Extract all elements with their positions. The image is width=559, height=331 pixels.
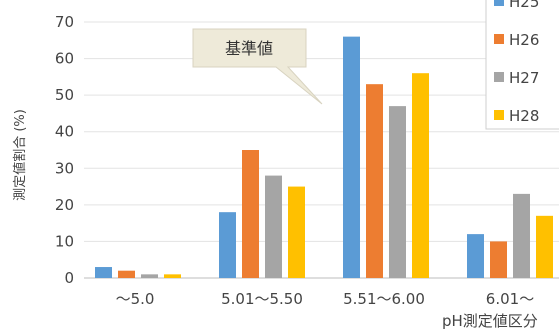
x-axis-label: pH測定値区分	[442, 312, 538, 330]
legend-swatch-h25	[494, 0, 504, 6]
bar-h28-0	[164, 274, 181, 278]
bars	[95, 36, 553, 279]
legend-label-h25: H25	[509, 0, 539, 11]
y-tick-label: 70	[55, 13, 74, 31]
y-tick-label: 20	[55, 196, 74, 214]
bar-h25-0	[95, 267, 112, 278]
bar-h25-3	[467, 234, 484, 278]
y-tick-label: 10	[55, 232, 74, 250]
callout-box	[192, 28, 323, 105]
legend-label-h27: H27	[509, 69, 539, 87]
bar-h28-1	[288, 186, 305, 278]
bar-h27-2	[389, 106, 406, 278]
legend-box	[485, 0, 559, 130]
bar-h27-1	[265, 175, 282, 278]
x-axis-ticks: ～5.0 5.01～5.50 5.51～6.00 6.01～	[116, 290, 535, 308]
y-tick-label: 50	[55, 86, 74, 104]
y-tick-label: 30	[55, 159, 74, 177]
bar-h25-1	[219, 212, 236, 278]
bar-h25-2	[343, 36, 360, 278]
legend-items: H25 H26 H27 H28	[494, 0, 539, 125]
legend-swatch-h27	[494, 72, 504, 82]
bar-h26-2	[366, 84, 383, 279]
legend: H25 H26 H27 H28	[485, 0, 559, 130]
y-tick-label: 0	[64, 269, 74, 287]
x-tick-label: 5.01～5.50	[221, 290, 303, 308]
legend-swatch-h28	[494, 110, 504, 120]
bar-h27-0	[141, 274, 158, 278]
x-tick-label: 5.51～6.00	[343, 290, 425, 308]
legend-label-h28: H28	[509, 107, 539, 125]
bar-h28-2	[412, 73, 429, 278]
callout: 基準値	[192, 28, 323, 105]
y-tick-label: 60	[55, 50, 74, 68]
y-axis-label: 測定値割合 (%)	[12, 109, 28, 201]
grid-lines	[84, 21, 559, 279]
x-tick-label: ～5.0	[116, 290, 155, 308]
bar-h28-3	[536, 215, 553, 278]
bar-h26-0	[118, 270, 135, 278]
callout-label: 基準値	[225, 39, 273, 58]
bar-h26-1	[242, 150, 259, 278]
x-tick-label: 6.01～	[486, 290, 534, 308]
y-axis-ticks: 0 10 20 30 40 50 60 70	[55, 13, 74, 287]
legend-label-h26: H26	[509, 31, 539, 49]
legend-swatch-h26	[494, 34, 504, 44]
bar-h27-3	[513, 193, 530, 278]
y-tick-label: 40	[55, 123, 74, 141]
bar-h26-3	[490, 241, 507, 278]
